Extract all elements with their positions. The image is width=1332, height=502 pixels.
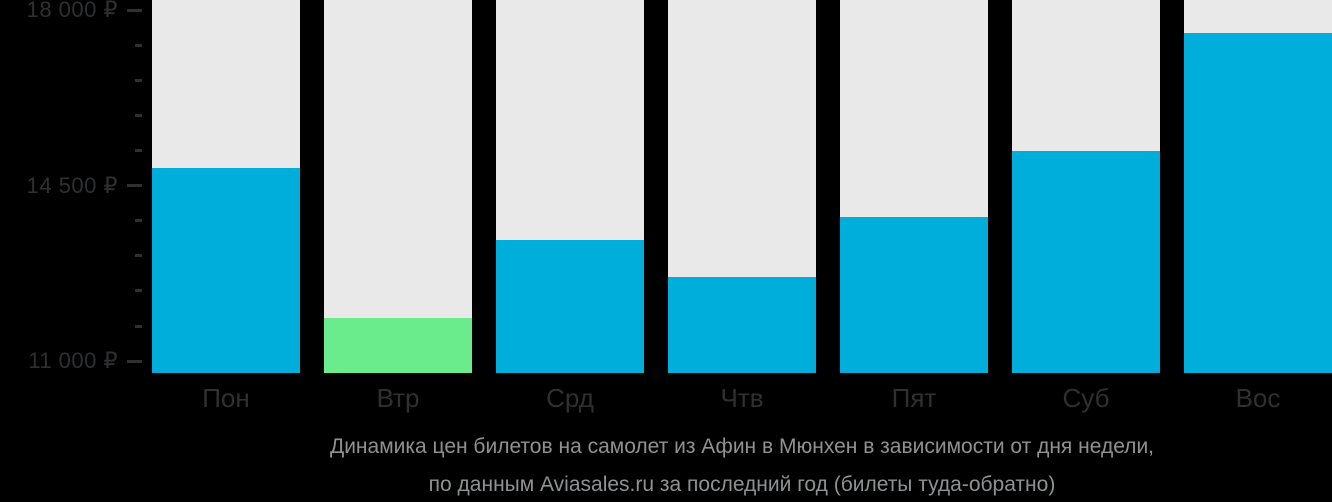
x-axis-label-Пон: Пон: [202, 383, 250, 413]
caption: Динамика цен билетов на самолет из Афин …: [152, 428, 1332, 502]
y-axis-minor-tick: [135, 43, 142, 47]
price-bar: [1184, 32, 1332, 373]
x-axis-label-Вос: Вос: [1235, 383, 1281, 413]
x-axis-label-Чтв: Чтв: [720, 383, 764, 413]
x-axis-label-Срд: Срд: [546, 383, 594, 413]
bars-container: [152, 0, 1332, 373]
x-axis-label-Втр: Втр: [376, 383, 420, 413]
day-column-Срд: [496, 0, 644, 373]
x-axis-label-Пят: Пят: [891, 383, 937, 413]
y-axis-minor-tick: [135, 79, 142, 83]
price-range-track: [324, 0, 472, 373]
price-bar-lowest: [324, 317, 472, 373]
plot-area: 18 000 ₽ 14 500 ₽ 11 000 ₽: [0, 0, 1332, 373]
price-bar: [1012, 151, 1160, 373]
day-column-Пон: [152, 0, 300, 373]
y-axis-minor-tick: [135, 324, 142, 328]
y-axis-major-tick: [127, 359, 142, 363]
y-axis-major-tick: [127, 184, 142, 188]
y-axis-tick-label: 11 000 ₽: [28, 348, 118, 374]
price-bar: [152, 167, 300, 373]
caption-line-2: по данным Aviasales.ru за последний год …: [428, 473, 1056, 496]
y-axis-major-tick: [127, 8, 142, 12]
day-column-Чтв: [668, 0, 816, 373]
y-axis-minor-tick: [135, 289, 142, 293]
day-column-Пят: [840, 0, 988, 373]
y-axis: 18 000 ₽ 14 500 ₽ 11 000 ₽: [0, 0, 152, 373]
x-axis-label-Суб: Суб: [1062, 383, 1110, 413]
y-axis-tick-label: 18 000 ₽: [26, 0, 118, 23]
price-bar: [840, 216, 988, 373]
price-bar: [668, 276, 816, 373]
x-axis-labels: Пон Втр Срд Чтв Пят Суб Вос: [152, 373, 1332, 411]
day-column-Втр: [324, 0, 472, 373]
price-bar: [496, 239, 644, 373]
y-axis-minor-tick: [135, 114, 142, 118]
caption-line-1: Динамика цен билетов на самолет из Афин …: [329, 435, 1155, 458]
day-column-Суб: [1012, 0, 1160, 373]
y-axis-tick-label: 14 500 ₽: [26, 172, 118, 198]
y-axis-minor-tick: [135, 149, 142, 153]
day-column-Вос: [1184, 0, 1332, 373]
y-axis-minor-tick: [135, 254, 142, 258]
y-axis-minor-tick: [135, 219, 142, 223]
